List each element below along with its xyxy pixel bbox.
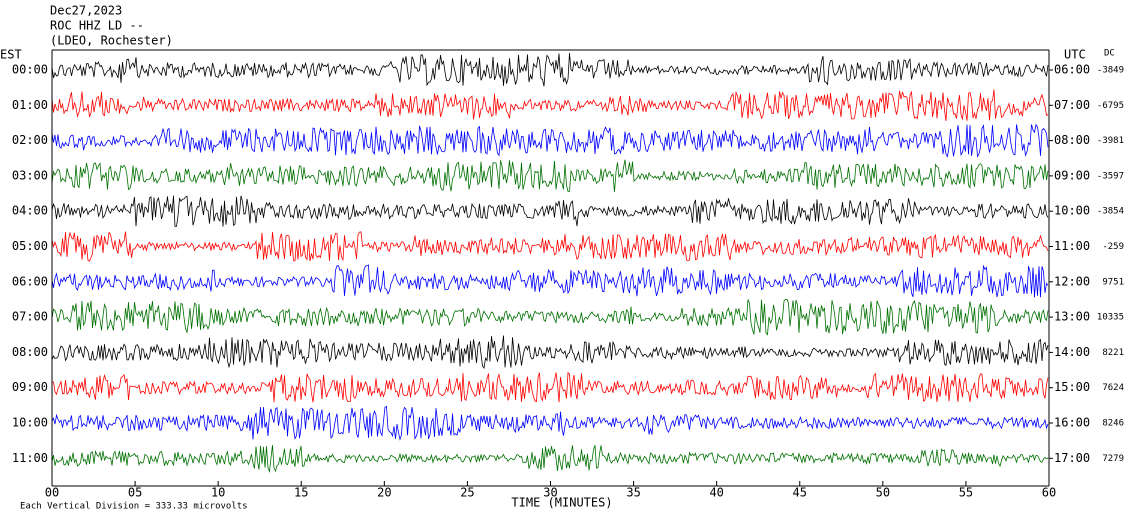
est-time: 08:00 xyxy=(12,345,48,359)
x-tick-label: 50 xyxy=(876,486,890,500)
utc-label: UTC xyxy=(1064,48,1086,62)
utc-time: 15:00 xyxy=(1054,380,1090,394)
utc-time: 13:00 xyxy=(1054,310,1090,324)
dc-label: DC xyxy=(1104,49,1115,59)
x-tick-label: 25 xyxy=(460,486,474,500)
est-time: 10:00 xyxy=(12,416,48,430)
utc-time: 09:00 xyxy=(1054,168,1090,182)
trace xyxy=(52,231,1049,262)
est-time: 04:00 xyxy=(12,204,48,218)
dc-offset: -3597 xyxy=(1097,171,1124,181)
x-tick-label: 15 xyxy=(294,486,308,500)
dc-offset: 10335 xyxy=(1097,313,1124,323)
footer: Each Vertical Division = 333.33 microvol… xyxy=(20,502,248,512)
trace xyxy=(52,52,1049,87)
est-time: 07:00 xyxy=(12,310,48,324)
dc-offset: 8246 xyxy=(1102,419,1124,429)
x-tick-label: 45 xyxy=(793,486,807,500)
trace xyxy=(52,335,1049,370)
utc-time: 08:00 xyxy=(1054,133,1090,147)
trace xyxy=(52,195,1049,227)
est-time: 03:00 xyxy=(12,168,48,182)
trace xyxy=(52,159,1049,193)
utc-time: 11:00 xyxy=(1054,239,1090,253)
trace xyxy=(52,123,1049,158)
dc-offset: -3981 xyxy=(1097,136,1124,146)
dc-offset: -3849 xyxy=(1097,66,1124,76)
station: ROC HHZ LD -- xyxy=(50,19,144,33)
dc-offset: -259 xyxy=(1102,242,1124,252)
dc-offset: 7279 xyxy=(1102,454,1124,464)
trace xyxy=(52,298,1049,336)
x-tick-label: 40 xyxy=(709,486,723,500)
network: (LDEO, Rochester) xyxy=(50,34,173,48)
utc-time: 07:00 xyxy=(1054,98,1090,112)
est-time: 06:00 xyxy=(12,274,48,288)
traces xyxy=(52,52,1049,474)
utc-time: 16:00 xyxy=(1054,416,1090,430)
est-time: 02:00 xyxy=(12,133,48,147)
trace xyxy=(52,405,1049,441)
utc-time: 17:00 xyxy=(1054,451,1090,465)
est-time: 11:00 xyxy=(12,451,48,465)
x-tick-label: 30 xyxy=(543,486,557,500)
x-tick-label: 55 xyxy=(959,486,973,500)
trace xyxy=(52,264,1049,298)
utc-time: 10:00 xyxy=(1054,204,1090,218)
trace xyxy=(52,445,1049,474)
est-time: 05:00 xyxy=(12,239,48,253)
x-tick-label: 00 xyxy=(45,486,59,500)
x-tick-label: 20 xyxy=(377,486,391,500)
dc-offset: -6795 xyxy=(1097,101,1124,111)
trace xyxy=(52,371,1049,403)
dc-offset: 9751 xyxy=(1102,277,1124,287)
est-label: EST xyxy=(0,48,22,62)
utc-time: 06:00 xyxy=(1054,63,1090,77)
est-time: 01:00 xyxy=(12,98,48,112)
x-tick-label: 60 xyxy=(1042,486,1056,500)
utc-time: 12:00 xyxy=(1054,274,1090,288)
dc-offset: 7624 xyxy=(1102,383,1124,393)
x-tick-label: 10 xyxy=(211,486,225,500)
trace xyxy=(52,89,1049,121)
x-tick-label: 35 xyxy=(626,486,640,500)
dc-offset: 8221 xyxy=(1102,348,1124,358)
dc-offset: -3854 xyxy=(1097,207,1124,217)
x-axis-title: TIME (MINUTES) xyxy=(511,496,612,510)
x-tick-label: 05 xyxy=(128,486,142,500)
utc-time: 14:00 xyxy=(1054,345,1090,359)
date: Dec27,2023 xyxy=(50,4,122,18)
est-time: 00:00 xyxy=(12,63,48,77)
est-time: 09:00 xyxy=(12,380,48,394)
